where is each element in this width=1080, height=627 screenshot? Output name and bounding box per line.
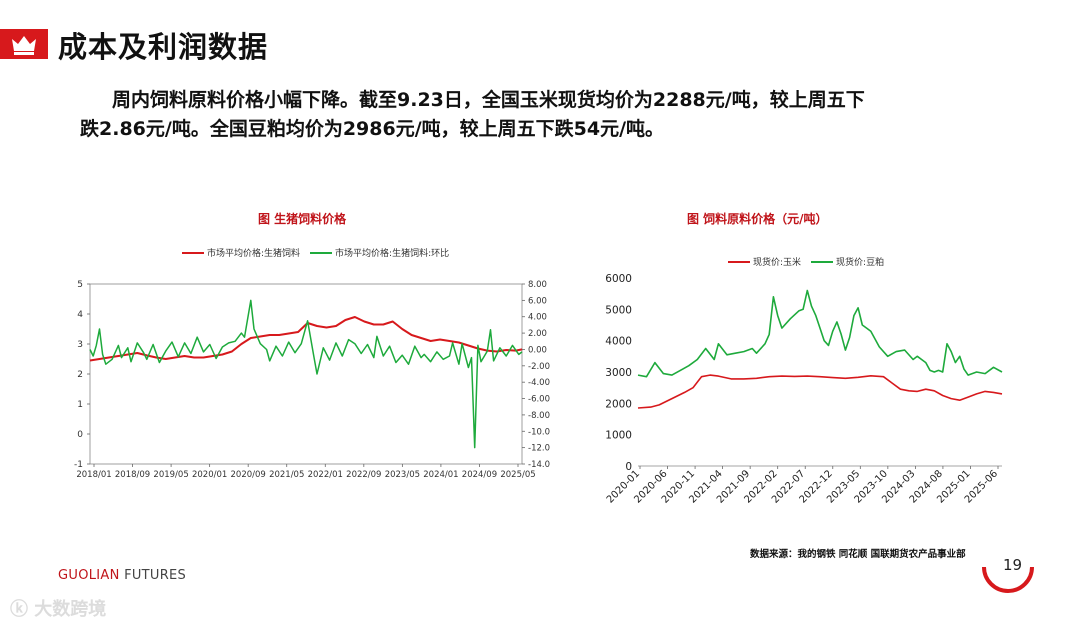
chart2-legend-label-corn: 现货价:玉米	[753, 258, 802, 268]
watermark-text: 大数跨境	[34, 599, 107, 620]
summary-text: 周内饲料原料价格小幅下降。截至9.23日，全国玉米现货均价为2288元/吨，较上…	[80, 86, 1040, 144]
brand-name-a: GUOLIAN	[58, 568, 120, 583]
page-number-arc	[982, 566, 1034, 593]
chart2-ytick-label: 5000	[605, 304, 632, 316]
chart1-xtick-label: 2022/09	[346, 470, 381, 480]
chart1-ytick-left-label: 1	[77, 400, 83, 410]
summary-line-2: 跌2.86元/吨。全国豆粕均价为2986元/吨，较上周五下跌54元/吨。	[80, 118, 665, 140]
chart1-legend-item-price: 市场平均价格:生猪饲料	[182, 246, 300, 259]
brand-name-b: FUTURES	[124, 568, 187, 583]
chart1-series-line-price	[89, 316, 523, 362]
chart1-plot-frame	[89, 283, 523, 465]
chart1-title: 图 生猪饲料价格	[258, 212, 347, 226]
chart1-ytick-right-label: 6.00	[528, 296, 547, 306]
chart1-ytick-right-label: 0.00	[528, 345, 547, 355]
chart1-xtick-label: 2018/09	[115, 470, 150, 480]
watermark: ⓚ 大数跨境	[10, 595, 106, 621]
crown-icon	[12, 36, 36, 55]
chart1-ytick-left-label: 2	[77, 370, 83, 380]
chart2-ytick-label: 4000	[605, 336, 632, 348]
chart-hog-feed-price: -1 0 1 2 3 4 5 8.00 6.00 4.00 2.00 0.00 -2.00 -4.00 -6…	[74, 280, 550, 480]
chart2-ytick-label: 0	[625, 461, 632, 473]
chart-feed-material-price: 01000200030004000500060002020-012020-062…	[605, 273, 1003, 506]
chart1-legend-item-mom: 市场平均价格:生猪饲料:环比	[310, 246, 449, 259]
brand-logo: GUOLIAN FUTURES	[58, 568, 186, 583]
page-title: 成本及利润数据	[58, 30, 269, 64]
legend-swatch-green	[811, 260, 834, 263]
chart1-ytick-right-label: -6.00	[528, 395, 550, 405]
chart2-ytick-label: 3000	[605, 367, 632, 379]
chart2-title: 图 饲料原料价格（元/吨）	[687, 212, 828, 226]
chart1-ytick-left-label: -1	[74, 460, 83, 470]
chart2-ytick-label: 6000	[605, 273, 632, 285]
watermark-icon: ⓚ	[10, 599, 28, 620]
chart1-ytick-left-label: 5	[77, 280, 83, 290]
crown-badge	[0, 29, 48, 59]
chart1-xtick-label: 2024/01	[423, 470, 458, 480]
data-source: 数据来源：我的钢铁 同花顺 国联期货农产品事业部	[750, 549, 966, 560]
chart1-xtick-label: 2022/01	[308, 470, 343, 480]
chart1-ytick-left-label: 3	[77, 340, 83, 350]
chart1-ytick-right-label: 8.00	[528, 280, 547, 290]
chart2-ytick-label: 2000	[605, 398, 632, 410]
chart1-xtick-label: 2020/01	[192, 470, 227, 480]
chart1-ytick-right-label: -10.00	[528, 427, 550, 437]
chart1-ytick-left-label: 4	[77, 310, 83, 320]
chart1-series-line-mom	[89, 299, 523, 449]
chart1-ytick-right-label: 4.00	[528, 313, 547, 323]
chart1-ytick-right-label: -8.00	[528, 411, 550, 421]
chart1-ytick-right-label: -4.00	[528, 378, 550, 388]
chart2-legend-item-soymeal: 现货价:豆粕	[811, 255, 884, 268]
chart2-legend: 现货价:玉米 现货价:豆粕	[728, 255, 894, 268]
chart1-legend-label-mom: 市场平均价格:生猪饲料:环比	[335, 249, 450, 259]
page-number: 19	[1003, 556, 1023, 574]
chart1-xtick-label: 2023/05	[385, 470, 420, 480]
chart2-legend-label-soymeal: 现货价:豆粕	[836, 258, 885, 268]
chart1-xtick-label: 2021/05	[269, 470, 304, 480]
chart1-xtick-label: 2018/01	[76, 470, 111, 480]
chart1-ytick-right-label: -2.00	[528, 362, 550, 372]
chart1-legend-label-price: 市场平均价格:生猪饲料	[207, 249, 301, 259]
chart2-ytick-label: 1000	[605, 430, 632, 442]
chart2-series-line-corn	[637, 374, 1003, 409]
chart1-xtick-label: 2024/09	[462, 470, 497, 480]
chart1-ytick-right-label: -14.00	[528, 460, 550, 470]
summary-line-1: 周内饲料原料价格小幅下降。截至9.23日，全国玉米现货均价为2288元/吨，较上…	[112, 89, 865, 111]
legend-swatch-red	[728, 260, 750, 263]
chart1-xtick-label: 2020/09	[231, 470, 266, 480]
chart1-xtick-label: 2019/05	[153, 470, 188, 480]
chart2-legend-item-corn: 现货价:玉米	[728, 255, 801, 268]
chart1-ytick-left-label: 0	[77, 430, 83, 440]
chart1-xtick-label: 2025/05	[500, 470, 535, 480]
legend-swatch-green	[310, 251, 333, 254]
chart1-ytick-right-label: 2.00	[528, 329, 547, 339]
chart2-series-line-soymeal	[637, 289, 1003, 378]
legend-swatch-red	[182, 251, 204, 254]
chart1-legend: 市场平均价格:生猪饲料 市场平均价格:生猪饲料:环比	[182, 246, 459, 259]
chart1-ytick-right-label: -12.00	[528, 444, 550, 454]
